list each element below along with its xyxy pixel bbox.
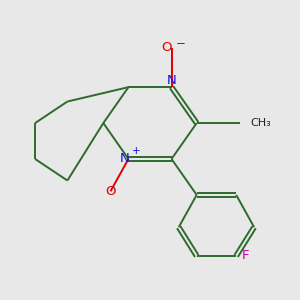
- Text: F: F: [242, 249, 249, 262]
- Text: CH₃: CH₃: [250, 118, 271, 128]
- Text: N: N: [119, 152, 129, 166]
- Text: N: N: [167, 74, 176, 87]
- Text: O: O: [161, 41, 171, 54]
- Text: +: +: [132, 146, 141, 156]
- Text: −: −: [176, 37, 185, 50]
- Text: O: O: [105, 185, 116, 198]
